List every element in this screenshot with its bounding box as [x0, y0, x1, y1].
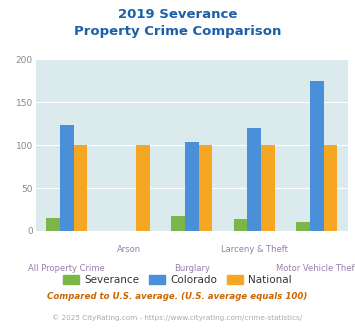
Bar: [261, 145, 275, 231]
Text: © 2025 CityRating.com - https://www.cityrating.com/crime-statistics/: © 2025 CityRating.com - https://www.city…: [53, 314, 302, 321]
Text: Arson: Arson: [117, 245, 141, 254]
Text: Compared to U.S. average. (U.S. average equals 100): Compared to U.S. average. (U.S. average …: [47, 292, 308, 301]
Text: 2019 Severance: 2019 Severance: [118, 8, 237, 21]
Bar: [234, 219, 247, 231]
Bar: [185, 142, 198, 231]
Text: All Property Crime: All Property Crime: [28, 264, 105, 273]
Bar: [60, 125, 73, 231]
Text: Burglary: Burglary: [174, 264, 210, 273]
Bar: [323, 145, 337, 231]
Text: Larceny & Theft: Larceny & Theft: [221, 245, 288, 254]
Bar: [310, 81, 323, 231]
Bar: [247, 128, 261, 231]
Bar: [46, 218, 60, 231]
Bar: [296, 222, 310, 231]
Bar: [171, 216, 185, 231]
Legend: Severance, Colorado, National: Severance, Colorado, National: [59, 271, 296, 289]
Bar: [136, 145, 150, 231]
Text: Motor Vehicle Theft: Motor Vehicle Theft: [276, 264, 355, 273]
Text: Property Crime Comparison: Property Crime Comparison: [74, 25, 281, 38]
Bar: [73, 145, 87, 231]
Bar: [198, 145, 212, 231]
